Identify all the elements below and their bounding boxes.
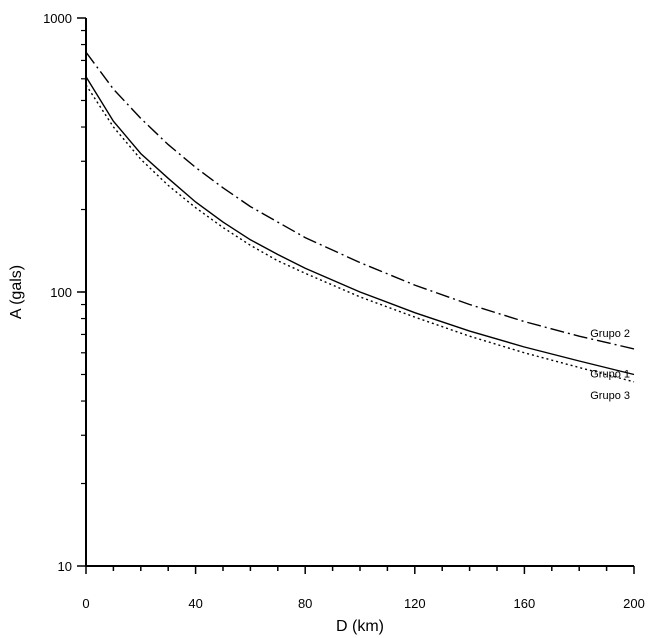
series-line-grupo-2 xyxy=(85,51,635,350)
y-tick-label: 10 xyxy=(58,559,72,574)
x-tick-label: 0 xyxy=(82,596,89,611)
x-axis-title: D (km) xyxy=(336,618,384,635)
series-line-grupo-3 xyxy=(85,84,635,383)
series-group xyxy=(85,51,635,383)
series-line-grupo-1 xyxy=(85,76,635,376)
x-tick-label: 40 xyxy=(188,596,202,611)
series-label: Grupo 3 xyxy=(590,390,630,402)
y-tick-label: 1000 xyxy=(43,11,72,26)
y-axis-title: A (gals) xyxy=(8,265,25,319)
x-tick-label: 120 xyxy=(404,596,426,611)
x-ticks: 0 40 80 120 160 200 xyxy=(82,566,645,611)
series-labels: Grupo 2 Grupo 1 Grupo 3 xyxy=(590,328,630,402)
x-tick-label: 200 xyxy=(623,596,645,611)
series-label: Grupo 1 xyxy=(590,368,630,380)
y-ticks: 10 100 1000 xyxy=(43,11,86,574)
x-tick-label: 160 xyxy=(514,596,536,611)
y-tick-label: 100 xyxy=(50,285,72,300)
x-tick-label: 80 xyxy=(298,596,312,611)
series-label: Grupo 2 xyxy=(590,328,630,340)
